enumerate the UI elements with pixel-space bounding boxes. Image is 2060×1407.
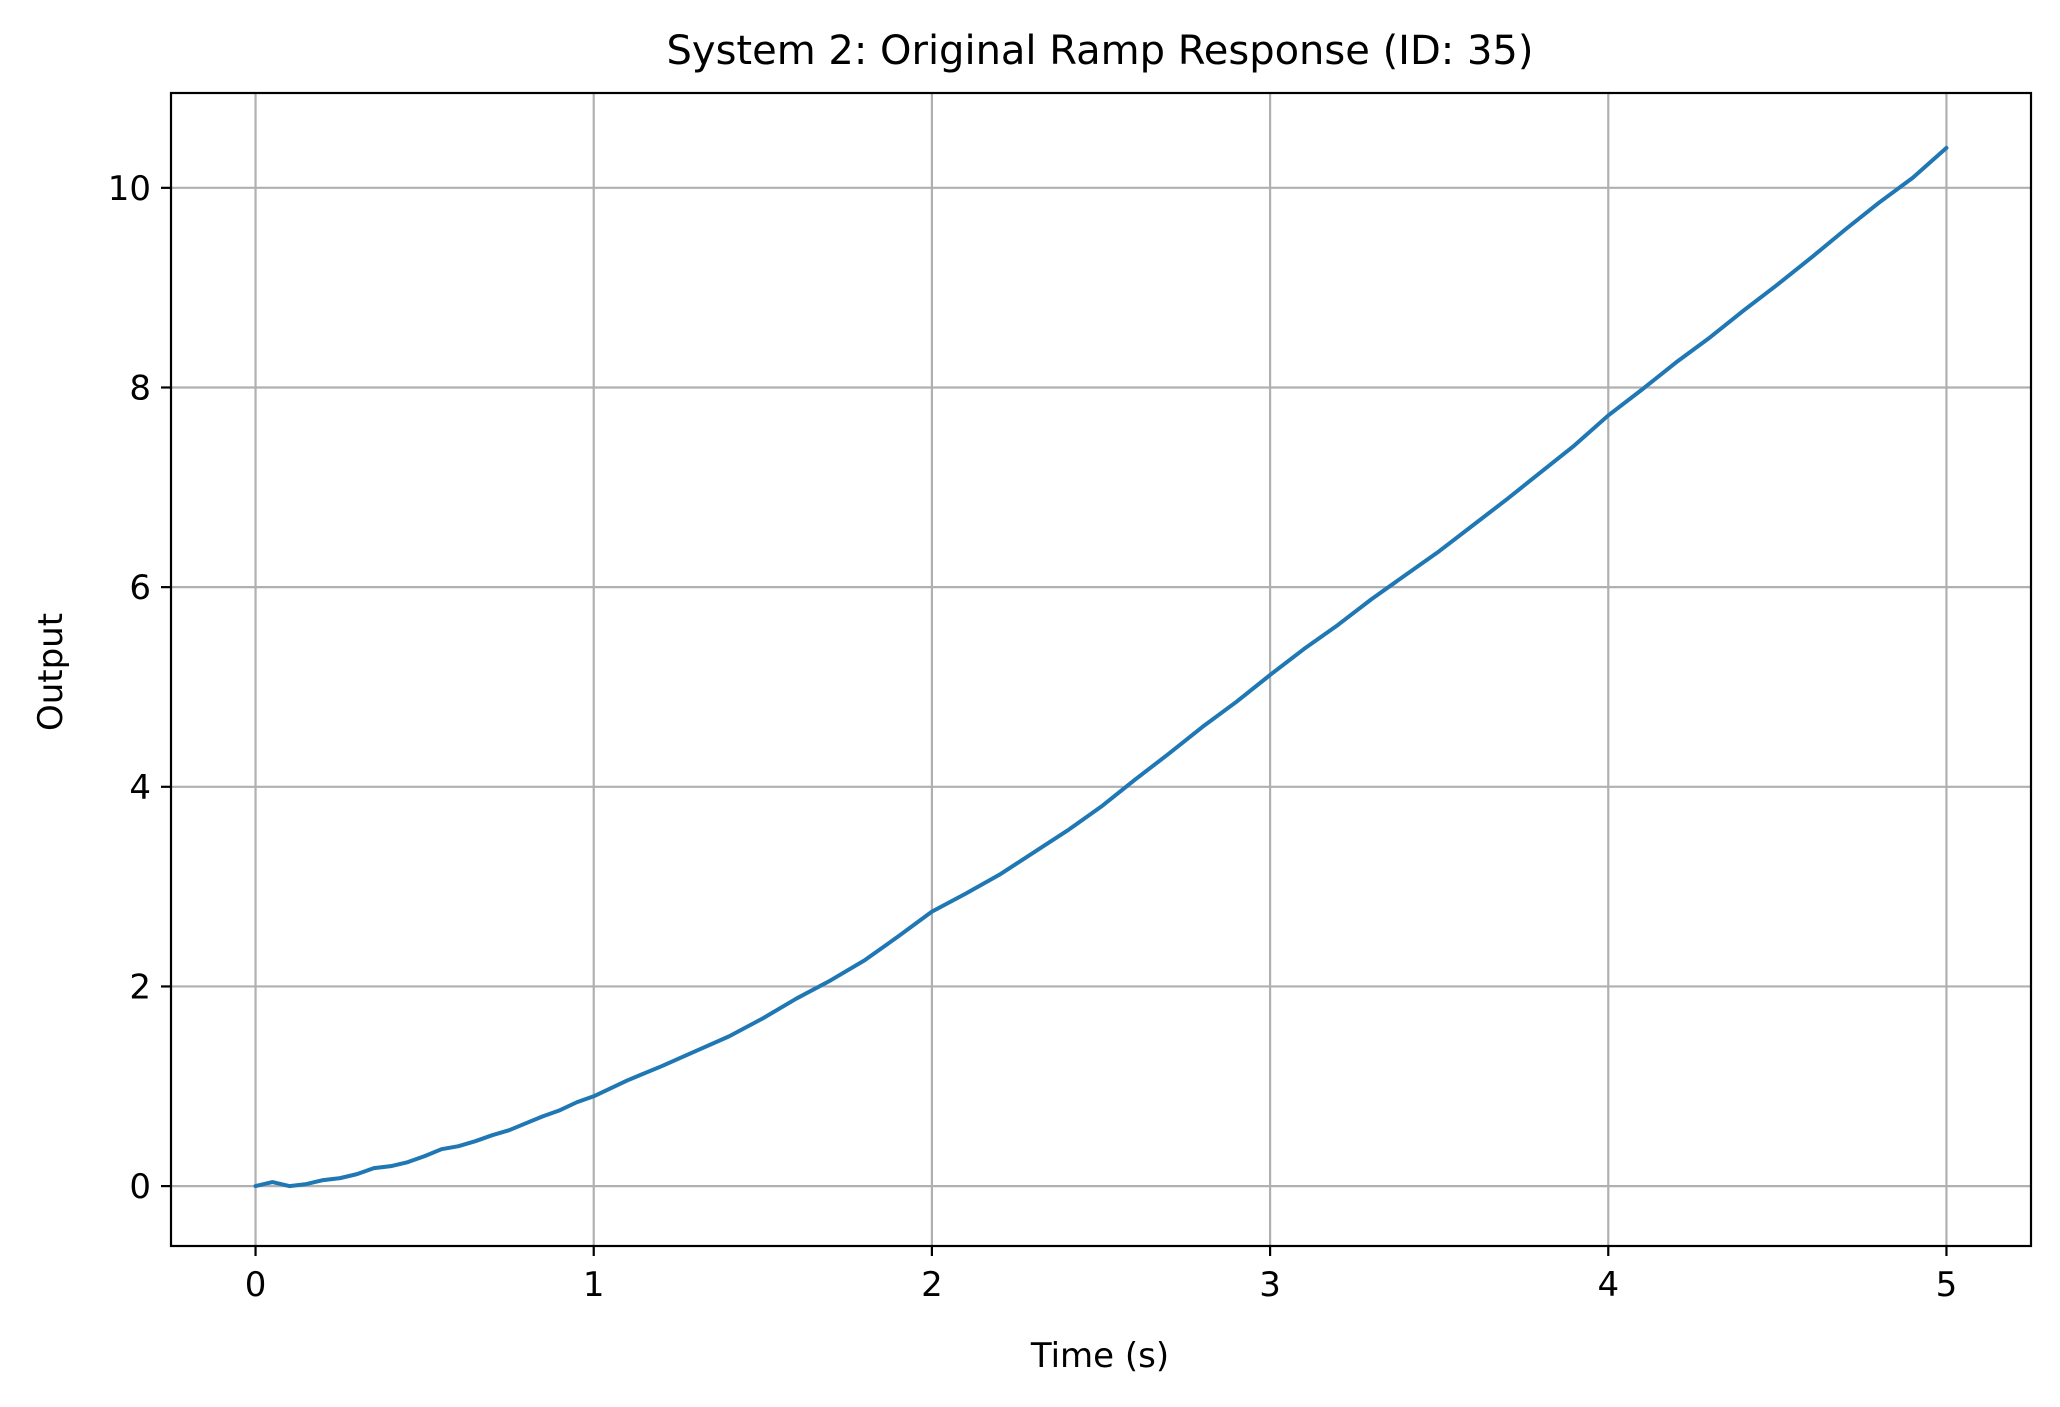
series-layer — [253, 145, 1949, 1189]
x-axis-label: Time (s) — [1030, 1336, 1169, 1376]
y-tick-label: 4 — [129, 768, 151, 808]
x-tick-label: 2 — [921, 1265, 943, 1305]
y-tick-label: 0 — [129, 1167, 151, 1207]
chart-title: System 2: Original Ramp Response (ID: 35… — [667, 28, 1534, 74]
y-tick-label: 2 — [129, 967, 151, 1007]
x-tick-label: 5 — [1936, 1265, 1958, 1305]
y-tick-label: 8 — [129, 368, 151, 408]
y-tick-label: 6 — [129, 568, 151, 608]
grid-lines — [171, 93, 2031, 1246]
x-tick-label: 4 — [1597, 1265, 1619, 1305]
x-tick-label: 0 — [245, 1265, 267, 1305]
y-tick-label: 10 — [108, 169, 151, 209]
series-line-0 — [253, 145, 1949, 1189]
y-axis-label: Output — [31, 613, 71, 731]
x-tick-label: 3 — [1259, 1265, 1281, 1305]
axis-ticks: 0 1 2 3 4 5 0 2 4 6 8 10 — [108, 169, 1958, 1305]
axes-frame — [169, 91, 2033, 1248]
x-tick-label: 1 — [583, 1265, 605, 1305]
